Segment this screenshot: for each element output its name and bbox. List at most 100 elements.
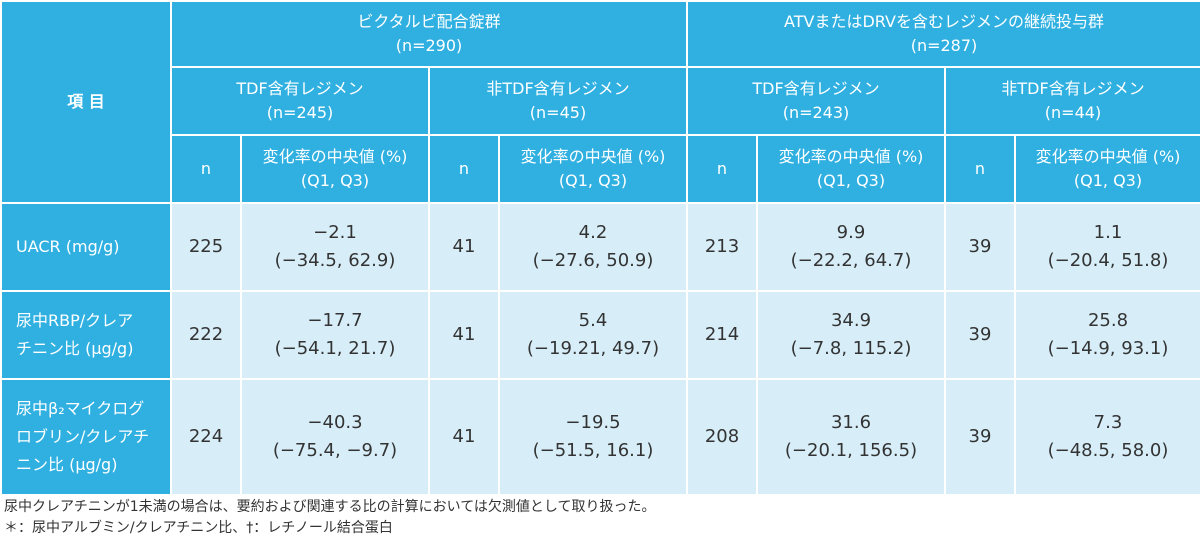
quartile-label: (Q1, Q3) xyxy=(1073,171,1143,190)
n-header: n xyxy=(686,134,758,204)
footnote: ＊：尿中アルブミン/クレアチニン比、†：レチノール結合蛋白 xyxy=(4,520,393,536)
group2-n: (n=287) xyxy=(910,36,978,55)
n-cell: 225 xyxy=(170,202,242,292)
median-cell: 31.6 (−20.1, 156.5) xyxy=(756,378,946,496)
subgroup-header-4: 非TDF含有レジメン (n=44) xyxy=(944,66,1200,136)
group2-header: ATVまたはDRVを含むレジメンの継続投与群 (n=287) xyxy=(686,0,1200,68)
median-value: 1.1 xyxy=(1093,222,1123,243)
median-label: 変化率の中央値 (%) xyxy=(778,147,924,166)
median-label: 変化率の中央値 (%) xyxy=(520,147,666,166)
header-row-columns: n 変化率の中央値 (%) (Q1, Q3) n 変化率の中央値 (%) (Q1… xyxy=(1,134,1200,204)
median-cell: 5.4 (−19.21, 49.7) xyxy=(498,290,688,380)
median-cell: −40.3 (−75.4, −9.7) xyxy=(240,378,430,496)
quartile-range: (−7.8, 115.2) xyxy=(790,338,912,359)
group1-name: ビクタルビ配合錠群 xyxy=(357,12,501,31)
row-label-line: 尿中RBP/クレア xyxy=(16,311,134,330)
quartile-range: (−34.5, 62.9) xyxy=(274,250,396,271)
median-label: 変化率の中央値 (%) xyxy=(1035,147,1181,166)
quartile-range: (−14.9, 93.1) xyxy=(1047,338,1169,359)
table-row: 尿中β₂マイクログ ロブリン/クレアチ ニン比 (μg/g) 224 −40.3… xyxy=(0,378,1200,496)
median-value: 5.4 xyxy=(578,310,608,331)
row-label: UACR (mg/g) xyxy=(0,202,172,292)
subgroup-name: TDF含有レジメン xyxy=(752,79,880,98)
row-label: 尿中RBP/クレア チニン比 (μg/g) xyxy=(0,290,172,380)
median-label: 変化率の中央値 (%) xyxy=(262,147,408,166)
row-label-line: 尿中β₂マイクログ xyxy=(16,399,145,418)
median-cell: 1.1 (−20.4, 51.8) xyxy=(1014,202,1200,292)
median-value: −40.3 xyxy=(307,412,363,433)
median-cell: −19.5 (−51.5, 16.1) xyxy=(498,378,688,496)
n-header: n xyxy=(428,134,500,204)
n-cell: 222 xyxy=(170,290,242,380)
row-label: 尿中β₂マイクログ ロブリン/クレアチ ニン比 (μg/g) xyxy=(0,378,172,496)
median-cell: 4.2 (−27.6, 50.9) xyxy=(498,202,688,292)
subgroup-n: (n=245) xyxy=(266,103,334,122)
median-cell: −17.7 (−54.1, 21.7) xyxy=(240,290,430,380)
item-header: 項 目 xyxy=(0,0,172,204)
median-value: 9.9 xyxy=(836,222,866,243)
header-row-subgroups: TDF含有レジメン (n=245) 非TDF含有レジメン (n=45) TDF含… xyxy=(1,66,1200,136)
median-value: 31.6 xyxy=(830,412,872,433)
quartile-label: (Q1, Q3) xyxy=(300,171,370,190)
quartile-range: (−48.5, 58.0) xyxy=(1047,440,1169,461)
row-label-line: ロブリン/クレアチ xyxy=(16,427,150,446)
n-cell: 213 xyxy=(686,202,758,292)
subgroup-header-3: TDF含有レジメン (n=243) xyxy=(686,66,946,136)
median-cell: 7.3 (−48.5, 58.0) xyxy=(1014,378,1200,496)
n-cell: 224 xyxy=(170,378,242,496)
subgroup-name: 非TDF含有レジメン xyxy=(486,79,630,98)
item-header-label: 項 目 xyxy=(67,92,105,111)
quartile-range: (−54.1, 21.7) xyxy=(274,338,396,359)
subgroup-n: (n=243) xyxy=(782,103,850,122)
median-cell: 9.9 (−22.2, 64.7) xyxy=(756,202,946,292)
n-cell: 214 xyxy=(686,290,758,380)
group1-header: ビクタルビ配合錠群 (n=290) xyxy=(170,0,688,68)
table-footnotes: 尿中クレアチニンが1未満の場合は、要約および関連する比の計算においては欠測値とし… xyxy=(4,497,656,539)
quartile-range: (−20.1, 156.5) xyxy=(784,440,918,461)
median-value: 7.3 xyxy=(1093,412,1123,433)
quartile-range: (−75.4, −9.7) xyxy=(272,440,398,461)
median-cell: 25.8 (−14.9, 93.1) xyxy=(1014,290,1200,380)
table-row: UACR (mg/g) 225 −2.1 (−34.5, 62.9) 41 4.… xyxy=(0,202,1200,292)
n-header: n xyxy=(944,134,1016,204)
group2-name: ATVまたはDRVを含むレジメンの継続投与群 xyxy=(784,12,1104,31)
median-value: −2.1 xyxy=(313,222,357,243)
subgroup-n: (n=45) xyxy=(529,103,587,122)
quartile-range: (−22.2, 64.7) xyxy=(790,250,912,271)
quartile-label: (Q1, Q3) xyxy=(558,171,628,190)
results-table: 項 目 ビクタルビ配合錠群 (n=290) ATVまたはDRVを含むレジメンの継… xyxy=(0,0,1200,496)
median-cell: −2.1 (−34.5, 62.9) xyxy=(240,202,430,292)
row-label-line: チニン比 (μg/g) xyxy=(16,339,134,358)
subgroup-n: (n=44) xyxy=(1044,103,1102,122)
row-label-line: UACR (mg/g) xyxy=(16,237,120,256)
median-header: 変化率の中央値 (%) (Q1, Q3) xyxy=(1014,134,1200,204)
median-value: 4.2 xyxy=(578,222,608,243)
median-header: 変化率の中央値 (%) (Q1, Q3) xyxy=(498,134,688,204)
n-cell: 208 xyxy=(686,378,758,496)
quartile-range: (−27.6, 50.9) xyxy=(532,250,654,271)
median-value: 34.9 xyxy=(830,310,872,331)
n-cell: 39 xyxy=(944,378,1016,496)
group1-n: (n=290) xyxy=(395,36,463,55)
n-header: n xyxy=(170,134,242,204)
quartile-range: (−51.5, 16.1) xyxy=(532,440,654,461)
n-cell: 41 xyxy=(428,290,500,380)
median-value: 25.8 xyxy=(1087,310,1129,331)
header-row-groups: 項 目 ビクタルビ配合錠群 (n=290) ATVまたはDRVを含むレジメンの継… xyxy=(0,0,1200,204)
row-label-line: ニン比 (μg/g) xyxy=(16,455,118,474)
median-header: 変化率の中央値 (%) (Q1, Q3) xyxy=(756,134,946,204)
median-value: −17.7 xyxy=(307,310,363,331)
n-cell: 41 xyxy=(428,378,500,496)
median-cell: 34.9 (−7.8, 115.2) xyxy=(756,290,946,380)
n-cell: 41 xyxy=(428,202,500,292)
table-row: 尿中RBP/クレア チニン比 (μg/g) 222 −17.7 (−54.1, … xyxy=(0,290,1200,380)
quartile-label: (Q1, Q3) xyxy=(816,171,886,190)
n-cell: 39 xyxy=(944,290,1016,380)
n-cell: 39 xyxy=(944,202,1016,292)
subgroup-name: TDF含有レジメン xyxy=(236,79,364,98)
subgroup-header-1: TDF含有レジメン (n=245) xyxy=(170,66,430,136)
footnote: 尿中クレアチニンが1未満の場合は、要約および関連する比の計算においては欠測値とし… xyxy=(4,499,656,515)
subgroup-name: 非TDF含有レジメン xyxy=(1001,79,1145,98)
median-value: −19.5 xyxy=(565,412,621,433)
